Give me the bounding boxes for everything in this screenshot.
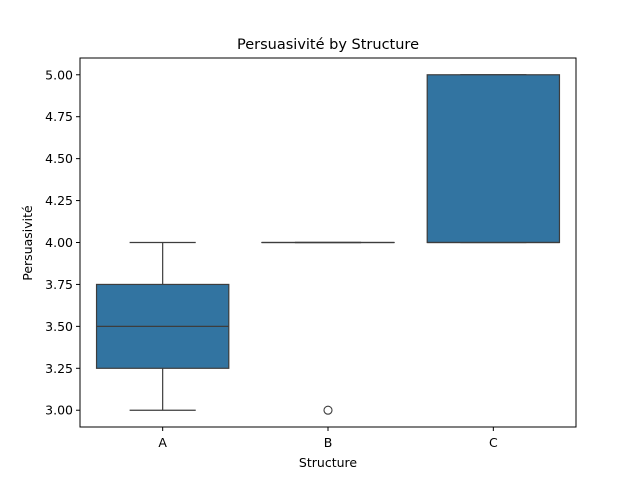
y-tick-label: 3.75 (45, 277, 73, 292)
outlier-point (323, 405, 333, 415)
y-axis-title: Persuasivité (20, 205, 35, 281)
x-tick-label: C (489, 435, 498, 450)
x-axis: A B C (158, 427, 498, 450)
box-series (95, 74, 561, 415)
y-tick-label: 4.50 (45, 151, 73, 166)
box-C (426, 74, 561, 244)
box-B (261, 241, 395, 415)
y-tick-label: 5.00 (45, 67, 73, 82)
y-tick-label: 4.75 (45, 109, 73, 124)
chart-title: Persuasivité by Structure (237, 37, 419, 53)
y-tick-label: 4.00 (45, 235, 73, 250)
box-A (95, 241, 230, 411)
y-tick-label: 4.25 (45, 193, 73, 208)
plot-area-frame (79, 57, 577, 428)
y-axis: 3.00 3.25 3.50 3.75 4.00 4.25 4.50 4.75 5.00 (45, 67, 80, 418)
x-tick-label: B (324, 435, 333, 450)
x-axis-title: Structure (299, 455, 357, 470)
y-tick-label: 3.25 (45, 361, 73, 376)
x-tick-label: A (158, 435, 167, 450)
y-tick-label: 3.00 (45, 403, 73, 418)
box-body (426, 74, 561, 244)
y-tick-label: 3.50 (45, 319, 73, 334)
